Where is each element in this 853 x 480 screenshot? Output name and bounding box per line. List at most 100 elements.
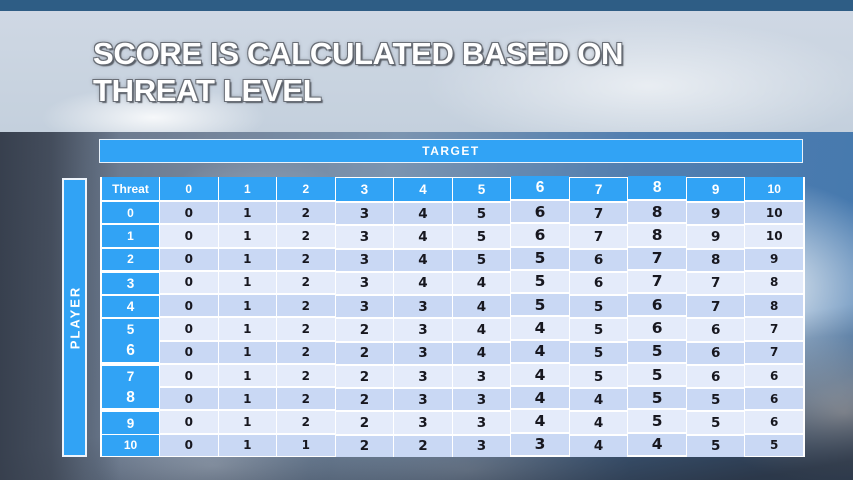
score-cell-r0-c10: 10 xyxy=(745,202,803,224)
score-cell-r9-c10: 6 xyxy=(745,411,803,433)
row-header-10: 10 xyxy=(102,434,159,456)
score-cell-r0-c1: 1 xyxy=(218,202,277,224)
score-cell-r0-c7: 7 xyxy=(569,203,628,225)
score-cell-r3-c8: 7 xyxy=(628,270,686,293)
score-cell-r10-c7: 4 xyxy=(569,435,628,457)
top-accent-bar xyxy=(0,0,853,11)
score-cell-r5-c5: 4 xyxy=(452,319,511,341)
score-cell-r4-c1: 1 xyxy=(218,295,277,317)
score-cell-r8-c1: 1 xyxy=(218,388,277,410)
score-cell-r3-c2: 2 xyxy=(277,271,335,294)
score-cell-r0-c4: 4 xyxy=(394,203,452,225)
score-cell-r3-c9: 7 xyxy=(686,272,745,295)
score-cell-r6-c4: 3 xyxy=(394,342,452,364)
score-cell-r0-c9: 9 xyxy=(686,203,745,225)
score-cell-r5-c7: 5 xyxy=(569,319,628,341)
col-header-1: 1 xyxy=(218,177,277,200)
score-cell-r8-c5: 3 xyxy=(452,389,511,411)
threat-corner-label: Threat xyxy=(102,177,159,200)
score-cell-r6-c9: 6 xyxy=(686,342,745,364)
score-cell-r2-c4: 4 xyxy=(394,249,452,271)
col-header-7: 7 xyxy=(569,178,628,201)
score-cell-r3-c3: 3 xyxy=(335,272,394,295)
score-cell-r10-c2: 1 xyxy=(277,434,335,456)
score-cell-r0-c3: 3 xyxy=(335,203,394,225)
score-cell-r9-c7: 4 xyxy=(569,412,628,434)
score-cell-r3-c1: 1 xyxy=(218,271,277,294)
score-cell-r7-c6: 4 xyxy=(511,363,569,386)
score-cell-r8-c6: 4 xyxy=(511,387,569,409)
score-cell-r9-c9: 5 xyxy=(686,412,745,434)
col-header-3: 3 xyxy=(335,178,394,201)
col-header-2: 2 xyxy=(277,177,335,200)
score-cell-r7-c7: 5 xyxy=(569,365,628,388)
score-cell-r2-c8: 7 xyxy=(628,247,686,269)
player-header-label: PLAYER xyxy=(67,285,83,350)
score-cell-r3-c5: 4 xyxy=(452,272,511,295)
slide-title-line1: SCORE IS CALCULATED BASED ON xyxy=(93,36,624,71)
score-cell-r7-c2: 2 xyxy=(277,364,335,387)
row-header-1: 1 xyxy=(102,225,159,247)
row-header-3: 3 xyxy=(102,272,159,295)
slide-title: SCORE IS CALCULATED BASED ON THREAT LEVE… xyxy=(93,35,623,109)
score-cell-r7-c5: 3 xyxy=(452,365,511,388)
col-header-9: 9 xyxy=(686,178,745,201)
score-cell-r5-c3: 2 xyxy=(335,319,394,341)
col-header-0: 0 xyxy=(160,177,218,200)
score-cell-r1-c0: 0 xyxy=(160,225,218,247)
score-cell-r6-c10: 7 xyxy=(745,341,803,363)
score-cell-r2-c6: 5 xyxy=(511,247,569,269)
score-cell-r4-c4: 3 xyxy=(394,296,452,318)
score-cell-r4-c7: 5 xyxy=(569,296,628,318)
score-cell-r4-c3: 3 xyxy=(335,296,394,318)
score-cell-r8-c0: 0 xyxy=(160,388,218,410)
score-cell-r2-c5: 5 xyxy=(452,249,511,271)
score-cell-r10-c1: 1 xyxy=(218,434,277,456)
score-cell-r4-c8: 6 xyxy=(628,294,686,316)
score-cell-r6-c3: 2 xyxy=(335,342,394,364)
score-cell-r9-c5: 3 xyxy=(452,412,511,434)
title-band: SCORE IS CALCULATED BASED ON THREAT LEVE… xyxy=(0,11,853,132)
score-cell-r3-c7: 6 xyxy=(569,272,628,295)
score-cell-r9-c0: 0 xyxy=(160,411,218,433)
score-cell-r2-c7: 6 xyxy=(569,249,628,271)
score-cell-r5-c2: 2 xyxy=(277,318,335,340)
score-cell-r8-c10: 6 xyxy=(745,388,803,410)
score-cell-r10-c4: 2 xyxy=(394,435,452,457)
score-cell-r6-c2: 2 xyxy=(277,341,335,363)
score-cell-r9-c8: 5 xyxy=(628,410,686,432)
score-cell-r8-c8: 5 xyxy=(628,387,686,409)
score-cell-r8-c4: 3 xyxy=(394,389,452,411)
score-cell-r5-c9: 6 xyxy=(686,319,745,341)
score-cell-r1-c1: 1 xyxy=(218,225,277,247)
score-cell-r4-c10: 8 xyxy=(745,295,803,317)
score-cell-r10-c10: 5 xyxy=(745,434,803,456)
row-header-4: 4 xyxy=(102,296,159,318)
score-cell-r7-c9: 6 xyxy=(686,365,745,388)
score-cell-r4-c5: 4 xyxy=(452,296,511,318)
score-cell-r0-c8: 8 xyxy=(628,201,686,223)
score-cell-r10-c5: 3 xyxy=(452,435,511,457)
score-cell-r8-c7: 4 xyxy=(569,389,628,411)
col-header-6: 6 xyxy=(511,176,569,199)
score-cell-r8-c3: 2 xyxy=(335,389,394,411)
score-cell-r5-c10: 7 xyxy=(745,318,803,340)
score-cell-r2-c9: 8 xyxy=(686,249,745,271)
col-header-8: 8 xyxy=(628,176,686,199)
score-cell-r2-c0: 0 xyxy=(160,248,218,270)
score-cell-r9-c1: 1 xyxy=(218,411,277,433)
score-cell-r9-c2: 2 xyxy=(277,411,335,433)
score-cell-r1-c9: 9 xyxy=(686,226,745,248)
score-cell-r7-c3: 2 xyxy=(335,365,394,388)
score-cell-r3-c4: 4 xyxy=(394,272,452,295)
score-cell-r10-c3: 2 xyxy=(335,435,394,457)
score-cell-r3-c6: 5 xyxy=(511,270,569,293)
score-cell-r9-c4: 3 xyxy=(394,412,452,434)
score-cell-r7-c10: 6 xyxy=(745,364,803,387)
score-cell-r1-c7: 7 xyxy=(569,226,628,248)
score-cell-r1-c3: 3 xyxy=(335,226,394,248)
score-cell-r10-c8: 4 xyxy=(628,433,686,455)
score-cell-r3-c10: 8 xyxy=(745,271,803,294)
score-cell-r10-c9: 5 xyxy=(686,435,745,457)
